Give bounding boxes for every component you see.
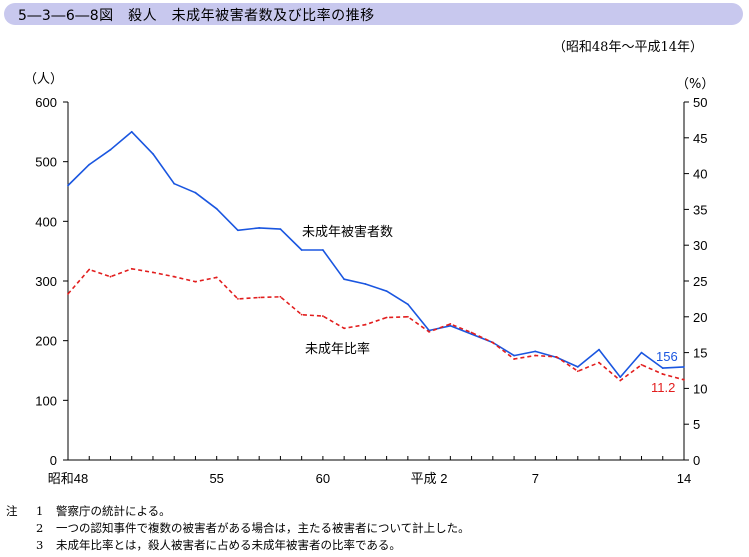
data-point (237, 298, 239, 300)
left-axis-unit: （人） (24, 72, 63, 87)
series-line-minor-ratio (67, 267, 685, 382)
data-point (343, 278, 346, 281)
data-point (406, 303, 409, 306)
note-number: 3 (36, 538, 44, 552)
note-number: 2 (36, 521, 44, 535)
left-tick-label: 100 (35, 393, 57, 408)
right-axis-unit: （%） (676, 77, 714, 92)
right-tick-label: 50 (693, 95, 707, 110)
data-point (152, 271, 154, 274)
data-point (321, 315, 324, 317)
data-point (449, 323, 452, 325)
x-tick-label: 60 (316, 471, 330, 486)
note-number: 1 (36, 504, 44, 518)
series-line-minor-victims (67, 131, 685, 378)
data-point (470, 331, 473, 334)
data-point (258, 226, 261, 229)
data-point (67, 292, 69, 295)
data-point (491, 341, 494, 344)
data-point (173, 275, 176, 278)
data-point (300, 249, 303, 251)
data-point (385, 290, 388, 293)
data-point (619, 379, 622, 382)
data-point (598, 348, 600, 351)
data-point (449, 324, 452, 327)
data-point (130, 130, 133, 133)
figure-title-bar: 5―3―6―8図 殺人 未成年被害者数及び比率の推移 (4, 3, 743, 25)
right-tick-label: 0 (693, 453, 700, 468)
data-point (279, 228, 282, 230)
data-point (364, 323, 367, 326)
note-text: 一つの認知事件で複数の被害者がある場合は，主たる被害者について計上した。 (56, 521, 470, 535)
data-point (88, 163, 91, 166)
data-point (619, 376, 622, 378)
left-tick-label: 600 (35, 95, 57, 110)
data-point (640, 351, 643, 354)
data-point (194, 191, 197, 194)
data-point (555, 355, 558, 358)
right-tick-label: 20 (693, 310, 707, 325)
data-point (428, 330, 431, 333)
x-tick-label: 7 (532, 471, 539, 486)
right-tick-label: 15 (693, 346, 707, 361)
data-point (109, 148, 112, 151)
x-tick-label: 55 (209, 471, 223, 486)
series-label-minor-ratio: 未成年比率 (305, 341, 370, 357)
data-point (279, 295, 282, 298)
left-tick-label: 400 (35, 214, 57, 229)
data-point (576, 366, 579, 368)
end-label-minor-ratio: 11.2 (651, 380, 675, 395)
right-tick-label: 40 (693, 167, 707, 182)
left-tick-label: 0 (50, 453, 57, 468)
period-label: （昭和48年～平成14年） (552, 40, 703, 55)
x-tick-label: 平成 2 (411, 471, 448, 486)
data-point (215, 276, 218, 279)
right-tick-label: 45 (693, 131, 707, 146)
data-point (258, 296, 261, 299)
right-tick-label: 10 (693, 381, 707, 396)
data-point (130, 267, 133, 270)
data-point (513, 354, 515, 357)
data-point (173, 182, 176, 185)
data-point (513, 358, 515, 360)
data-point (237, 229, 239, 232)
note-mark: 注 (6, 504, 18, 518)
x-tick-label: 昭和48 (48, 471, 88, 486)
right-tick-label: 25 (693, 274, 707, 289)
data-point (88, 268, 91, 271)
left-tick-label: 300 (35, 274, 57, 289)
data-point (67, 184, 69, 187)
data-point (215, 207, 218, 210)
data-point (661, 367, 664, 370)
data-point (364, 283, 367, 285)
data-point (300, 313, 303, 316)
data-point (683, 378, 685, 381)
data-point (683, 366, 685, 368)
data-point (534, 354, 537, 357)
data-point (109, 275, 112, 278)
data-point (152, 153, 154, 155)
data-point (385, 316, 388, 319)
note-text: 未成年比率とは，殺人被害者に占める未成年被害者の比率である。 (56, 538, 401, 552)
data-point (343, 327, 346, 330)
data-point (406, 315, 409, 318)
end-label-minor-victims: 156 (656, 349, 678, 364)
data-point (661, 373, 664, 375)
right-tick-label: 30 (693, 238, 707, 253)
data-point (640, 363, 643, 366)
data-point (534, 350, 537, 353)
data-point (576, 370, 579, 373)
data-point (194, 280, 197, 283)
x-tick-label: 14 (677, 471, 691, 486)
left-tick-label: 200 (35, 334, 57, 349)
right-tick-label: 5 (693, 417, 700, 432)
right-tick-label: 35 (693, 202, 707, 217)
figure-title: 5―3―6―8図 殺人 未成年被害者数及び比率の推移 (18, 8, 375, 24)
note-text: 警察庁の統計による。 (56, 504, 171, 518)
data-point (598, 361, 600, 364)
left-tick-label: 500 (35, 155, 57, 170)
data-point (321, 249, 324, 251)
series-label-minor-victims: 未成年被害者数 (302, 224, 393, 240)
